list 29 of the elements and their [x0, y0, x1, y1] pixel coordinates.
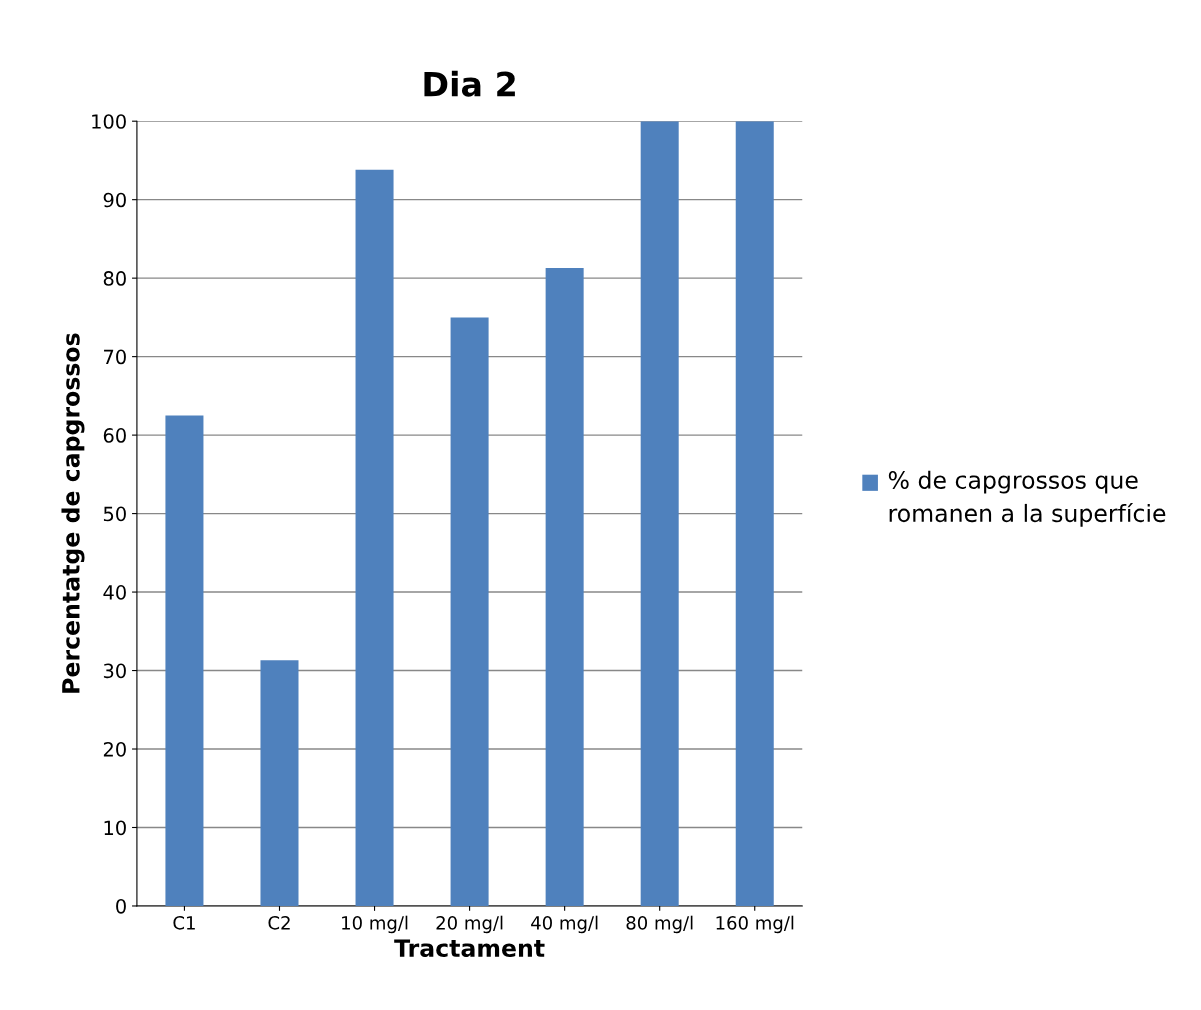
y-tick-label: 60 [103, 428, 126, 443]
y-tick-label: 100 [92, 114, 126, 129]
x-tick-label: 160 mg/l [716, 915, 794, 934]
bar [640, 121, 679, 906]
chart-title: Dia 2 [424, 70, 515, 97]
x-tick-label: 10 mg/l [342, 915, 408, 934]
y-axis-title: Percentatge de capgrossos [61, 333, 85, 693]
x-axis-title: Tractament [394, 939, 545, 957]
x-tick-label: 20 mg/l [436, 915, 503, 934]
y-tick-label: 0 [116, 898, 126, 914]
y-tick-label: 80 [103, 271, 126, 286]
y-tick-label: 20 [103, 741, 126, 757]
x-tick-label: 40 mg/l [531, 915, 598, 934]
x-tick-label: C1 [173, 916, 195, 930]
bar [355, 169, 394, 906]
bar [165, 415, 204, 906]
x-tick-label: C2 [268, 916, 290, 930]
y-tick-label: 70 [104, 349, 126, 365]
bar [260, 660, 299, 906]
bar [735, 121, 774, 906]
bar [545, 267, 584, 906]
bar [450, 317, 489, 906]
y-tick-label: 90 [103, 192, 126, 208]
y-tick-label: 10 [104, 820, 126, 836]
x-tick-label: 80 mg/l [626, 915, 693, 934]
y-tick-label: 30 [103, 663, 126, 679]
legend-label: % de capgrossos que romanen a la superfície [888, 470, 1166, 527]
y-tick-label: 50 [103, 506, 126, 522]
y-tick-label: 40 [103, 585, 126, 600]
